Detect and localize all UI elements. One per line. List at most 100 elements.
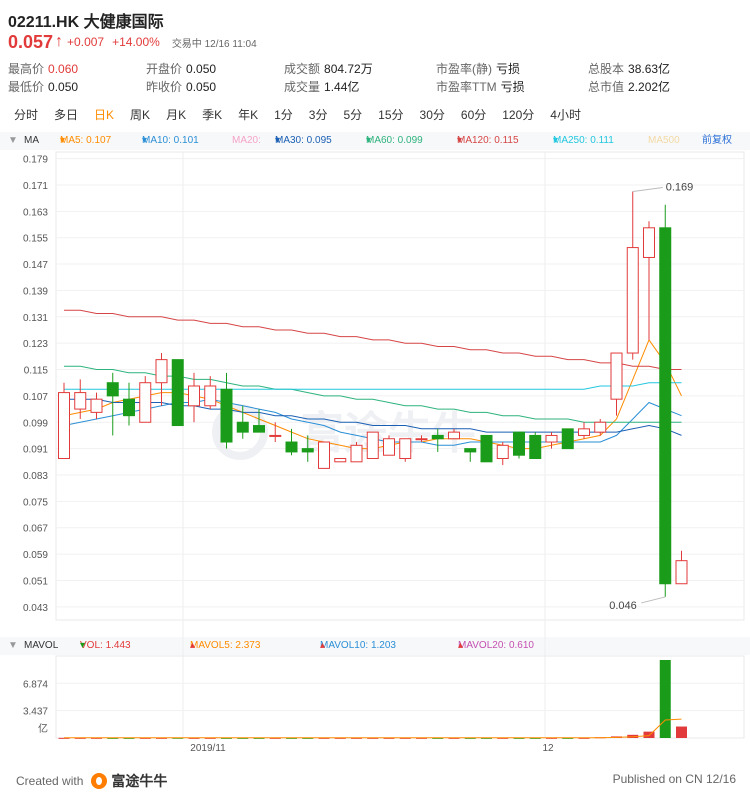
futu-logo: 富途牛牛 <box>91 771 167 791</box>
candle-body <box>269 434 282 437</box>
candle-body <box>188 385 200 407</box>
volume-bar <box>367 737 379 739</box>
candle-body <box>155 359 168 384</box>
tab-6[interactable]: 年K <box>238 108 259 122</box>
tab-10[interactable]: 15分 <box>378 108 404 122</box>
volume-bar <box>643 731 655 738</box>
stat-volume: 成交量 1.44亿 <box>284 80 360 94</box>
min-leader-line <box>641 596 666 604</box>
stat-high: 最高价 0.060 <box>8 62 79 76</box>
volume-bar <box>286 737 297 739</box>
tab-3[interactable]: 周K <box>130 108 151 122</box>
tab-5[interactable]: 季K <box>202 108 223 122</box>
volume-bar <box>253 737 265 739</box>
volume-bar <box>204 737 216 739</box>
y-tick-label: 0.179 <box>23 155 48 166</box>
volume-bar <box>399 737 411 739</box>
stat-low: 最低价 0.050 <box>8 80 79 94</box>
candle-body <box>383 438 395 456</box>
volume-bar <box>139 737 151 739</box>
volume-bar <box>269 737 281 739</box>
collapse-arrow-icon[interactable]: ▼ <box>8 135 18 146</box>
candle-body <box>675 560 688 585</box>
volume-unit-label: 亿 <box>38 722 48 735</box>
candle-body <box>480 434 493 463</box>
tab-7[interactable]: 1分 <box>274 108 293 122</box>
y-tick-label: 0.051 <box>23 576 48 587</box>
tab-12[interactable]: 60分 <box>460 108 487 122</box>
stat-prev-close: 昨收价 0.050 <box>146 80 217 94</box>
y-tick-label: 0.163 <box>23 207 48 218</box>
volume-bar <box>188 737 200 739</box>
stat-mktcap: 总市值 2.202亿 <box>588 80 671 94</box>
volume-bar <box>383 737 395 739</box>
volume-bar <box>58 737 70 739</box>
candle-body <box>171 359 184 427</box>
ma-legend: ▼ MA MA5: 0.107 ▾ MA10: 0.101 ▾ MA20: MA… <box>0 132 750 150</box>
volume-bar <box>578 737 590 739</box>
tab-13[interactable]: 120分 <box>502 108 535 122</box>
price-panel-frame <box>55 151 745 621</box>
candle-body <box>236 421 249 433</box>
volume-bar <box>529 737 541 739</box>
candle-body <box>496 444 509 460</box>
price-change: +0.007 <box>67 35 105 49</box>
tab-0[interactable]: 分时 <box>14 108 39 122</box>
candle-body <box>350 444 363 463</box>
volume-bar <box>448 737 460 739</box>
candle-body <box>659 227 672 585</box>
max-price-label: 0.169 <box>666 182 694 194</box>
kline-chart[interactable]: 0.179 0.171 0.163 0.155 0.147 0.139 0.131 0.123… <box>0 0 750 762</box>
candle-body <box>285 441 298 453</box>
volume-bar <box>497 737 509 739</box>
candle-body <box>626 247 639 354</box>
tab-2[interactable]: 日K <box>94 108 115 122</box>
candle-body <box>106 382 119 397</box>
published-date: Published on CN 12/16 <box>612 772 736 786</box>
adjust-toggle[interactable]: 前复权 <box>702 135 732 146</box>
y-tick-label: 0.059 <box>23 550 48 561</box>
mavol5-line <box>64 718 682 739</box>
ma-legend-name: MA <box>24 135 39 146</box>
ma250-value: MA250: 0.111 ▾ <box>553 135 614 146</box>
candle-body <box>58 392 70 460</box>
candle-body <box>220 388 233 443</box>
candle-body <box>545 434 558 443</box>
volume-bar <box>546 737 557 739</box>
ma60-value: MA60: 0.099 ▾ <box>366 135 423 146</box>
max-leader-line <box>632 187 663 193</box>
tab-4[interactable]: 月K <box>166 108 187 122</box>
y-tick-label: 0.123 <box>23 339 48 350</box>
volume-tick-label: 6.874 <box>23 679 48 690</box>
min-price-label: 0.046 <box>609 600 637 612</box>
candle-body <box>578 428 590 436</box>
stat-open: 开盘价 0.050 <box>146 62 217 76</box>
volume-bar <box>91 737 102 739</box>
volume-bar <box>562 737 574 739</box>
tab-8[interactable]: 3分 <box>308 108 328 122</box>
volume-bar <box>481 737 492 739</box>
y-tick-label: 0.091 <box>23 445 48 456</box>
stat-pe-ttm: 市盈率TTM 亏损 <box>436 80 525 94</box>
y-tick-label: 0.147 <box>23 260 48 271</box>
volume-bar <box>123 737 135 739</box>
candle-body <box>90 398 103 413</box>
volume-legend: ▼ MAVOL VOL: 1.443 ▾ MAVOL5: 2.373 ▴ MAV… <box>0 637 750 655</box>
tab-1[interactable]: 多日 <box>54 108 79 122</box>
ma20-value: MA20: <box>232 135 261 146</box>
period-tabs: 分时 多日 日K 周K 月K 季K 年K 1分 3分 5分 15分 30分 60分 120分 4小时 <box>0 104 750 126</box>
volume-bar <box>156 737 167 739</box>
stat-pe-static: 市盈率(静) 亏损 <box>436 62 521 76</box>
candle-body <box>594 421 607 433</box>
footer: Created with 富途牛牛 Published on CN 12/16 <box>0 762 750 800</box>
y-tick-label: 0.067 <box>23 524 48 535</box>
volume-bar <box>676 726 687 738</box>
ma-line-ma120 <box>64 309 682 370</box>
volume-collapse-arrow-icon[interactable]: ▼ <box>8 640 18 651</box>
tab-14[interactable]: 4小时 <box>550 108 581 122</box>
volume-bar <box>237 737 249 739</box>
tab-9[interactable]: 5分 <box>343 108 363 122</box>
tab-11[interactable]: 30分 <box>419 108 445 122</box>
volume-panel-frame <box>55 655 745 739</box>
trade-status: 交易中 12/16 11:04 <box>171 38 257 50</box>
